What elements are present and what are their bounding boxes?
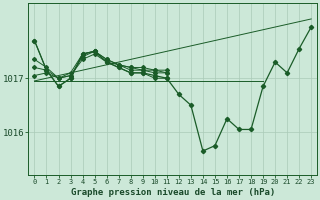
X-axis label: Graphe pression niveau de la mer (hPa): Graphe pression niveau de la mer (hPa) (71, 188, 275, 197)
